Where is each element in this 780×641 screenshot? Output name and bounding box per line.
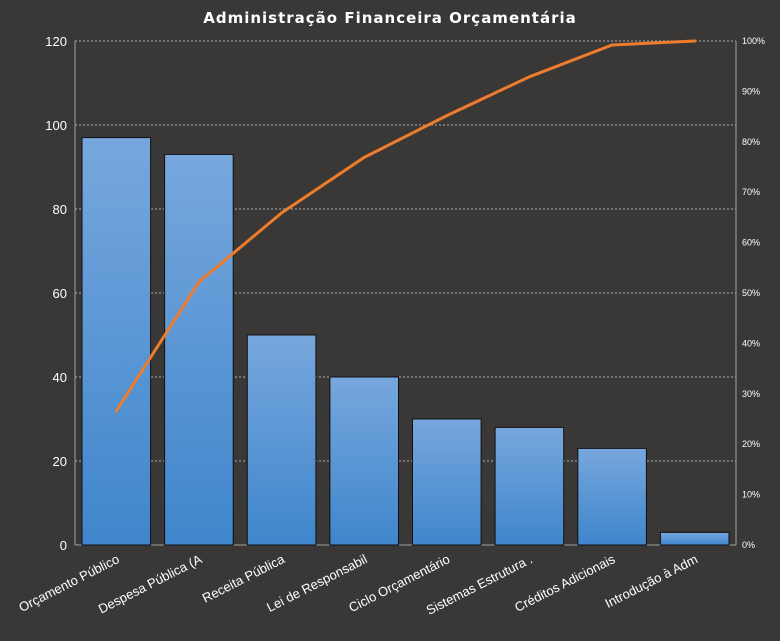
cumulative-percent-line — [114, 39, 697, 413]
category-label: Introdução à Adm — [602, 551, 700, 611]
bars — [81, 137, 730, 546]
y-axis-right-ticks: 0% 10% 20% 30% 40% 50% 60% 70% 80% 90% 100% — [742, 36, 765, 550]
y2-tick-label: 90% — [742, 86, 760, 96]
y-tick-label: 120 — [45, 34, 67, 49]
bar — [412, 418, 482, 546]
cumulative-point — [115, 409, 118, 413]
cumulative-line-layer — [114, 39, 697, 413]
bar — [246, 334, 317, 546]
y-tick-label: 100 — [45, 118, 67, 133]
y-tick-label: 60 — [53, 286, 67, 301]
y2-tick-label: 10% — [742, 490, 760, 500]
y2-tick-label: 30% — [742, 389, 760, 399]
y-axis-left-ticks: 0 20 40 60 80 100 120 — [45, 34, 67, 553]
cumulative-point — [280, 211, 283, 215]
y2-tick-label: 50% — [742, 288, 760, 298]
cumulative-point — [693, 39, 696, 43]
y-tick-label: 80 — [53, 202, 67, 217]
bar — [164, 153, 234, 546]
y2-tick-label: 0% — [742, 540, 755, 550]
y2-tick-label: 40% — [742, 338, 760, 348]
cumulative-point — [445, 114, 448, 117]
y2-tick-label: 100% — [742, 36, 765, 46]
cumulative-point — [197, 280, 201, 284]
bar — [659, 531, 730, 546]
y-tick-label: 0 — [60, 538, 67, 553]
chart-title: Administração Financeira Orçamentária — [203, 9, 577, 27]
bar — [577, 447, 647, 546]
y2-tick-label: 70% — [742, 187, 760, 197]
y-tick-label: 40 — [53, 370, 67, 385]
cumulative-point — [610, 43, 614, 47]
bar — [81, 137, 152, 546]
y2-tick-label: 80% — [742, 137, 760, 147]
y2-tick-label: 60% — [742, 238, 760, 248]
bar — [494, 426, 565, 546]
cumulative-point — [528, 75, 531, 79]
y-tick-label: 20 — [53, 454, 67, 469]
y2-tick-label: 20% — [742, 439, 760, 449]
bar — [329, 376, 399, 546]
cumulative-point — [363, 156, 366, 159]
